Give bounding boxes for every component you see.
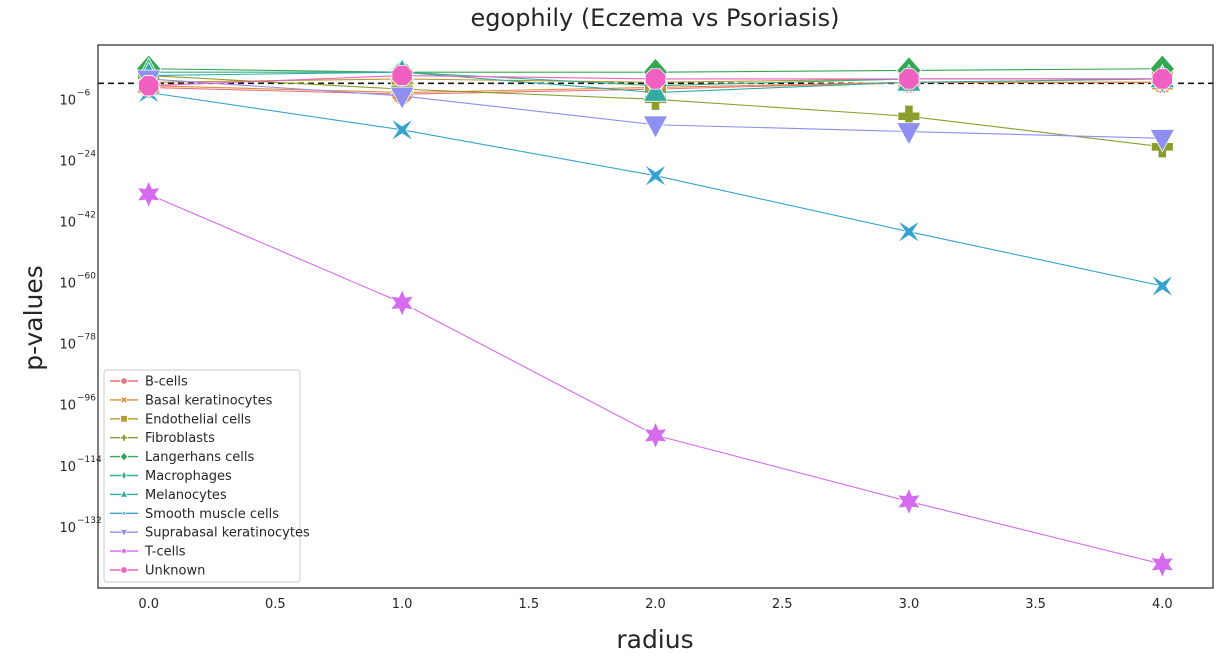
y-tick-exponent: −60 [77, 272, 96, 282]
legend-box [103, 369, 301, 583]
x-tick-label: 1.5 [518, 597, 539, 612]
x-tick-label: 2.5 [772, 597, 793, 612]
data-point [643, 421, 668, 450]
y-tick-label: 10 [59, 93, 76, 108]
legend-label: T-cells [144, 545, 186, 560]
data-point [391, 64, 413, 87]
x-tick-label: 0.0 [138, 597, 159, 612]
series-suprabasal-keratinocytes [135, 69, 1176, 153]
x-tick-label: 3.5 [1025, 597, 1046, 612]
legend-swatch-marker [119, 546, 129, 557]
y-tick-label: 10 [59, 399, 76, 414]
legend-swatch-marker [120, 396, 128, 404]
legend-swatch-marker [120, 509, 128, 518]
data-point [389, 86, 415, 110]
legend-label: Suprabasal keratinocytes [145, 526, 310, 541]
y-axis-label: p-values [19, 265, 48, 371]
legend-label: Smooth muscle cells [145, 507, 279, 522]
legend-label: Fibroblasts [145, 431, 215, 446]
data-point [1150, 550, 1175, 579]
y-tick-label: 10 [59, 215, 76, 230]
data-point [896, 122, 922, 146]
y-tick-label: 10 [59, 154, 76, 169]
legend-label: Langerhans cells [145, 450, 255, 465]
legend-label: Unknown [145, 564, 205, 579]
x-tick-label: 4.0 [1152, 597, 1173, 612]
y-tick-exponent: −6 [77, 88, 91, 98]
y-tick-exponent: −42 [77, 210, 96, 220]
y-tick-label: 10 [59, 338, 76, 353]
data-point [138, 75, 160, 97]
data-point [898, 68, 920, 90]
series-smooth-muscle-cells [137, 81, 1174, 298]
data-point [644, 164, 667, 187]
legend-swatch-marker [120, 377, 128, 385]
x-tick-label: 0.5 [265, 597, 286, 612]
legend-label: Endothelial cells [145, 412, 251, 427]
y-tick-label: 10 [59, 277, 76, 292]
legend-label: B-cells [145, 375, 188, 390]
data-point [644, 68, 667, 90]
legend-swatch-marker [120, 414, 128, 423]
series-unknown [138, 64, 1173, 97]
y-tick-exponent: −24 [77, 149, 96, 159]
legend-swatch-marker [119, 489, 129, 498]
y-tick-exponent: −114 [77, 455, 102, 465]
y-tick-exponent: −132 [77, 516, 102, 526]
chart-title: egophily (Eczema vs Psoriasis) [471, 4, 840, 32]
legend-swatch-marker [120, 433, 128, 442]
legend-swatch-marker [121, 470, 127, 481]
x-axis-label: radius [616, 625, 693, 654]
data-point [897, 220, 921, 243]
data-point [390, 118, 414, 142]
data-point [896, 487, 922, 516]
y-tick-exponent: −96 [77, 394, 96, 404]
data-point [389, 288, 415, 318]
series-t-cells [136, 180, 1175, 579]
legend-label: Basal keratinocytes [145, 393, 273, 408]
data-point [1150, 274, 1174, 298]
axes-frame [97, 44, 1214, 589]
data-point [642, 78, 669, 102]
data-point [136, 180, 161, 209]
legend-swatch-marker [119, 529, 129, 538]
x-tick-label: 3.0 [899, 597, 920, 612]
series-line [148, 193, 1163, 565]
y-tick-exponent: −78 [77, 333, 96, 343]
legend-swatch-marker [119, 451, 129, 462]
legend: B-cells Basal keratinocytes Endothelial ce… [103, 369, 310, 583]
legend-swatch-marker [120, 566, 128, 574]
x-tick-label: 1.0 [392, 597, 413, 612]
data-point [1149, 129, 1176, 153]
legend-label: Macrophages [145, 469, 232, 484]
data-point [1151, 68, 1173, 90]
x-tick-label: 2.0 [645, 597, 666, 612]
y-tick-label: 10 [59, 521, 76, 536]
data-point [642, 115, 669, 139]
y-tick-label: 10 [59, 460, 76, 475]
legend-label: Melanocytes [145, 488, 227, 503]
